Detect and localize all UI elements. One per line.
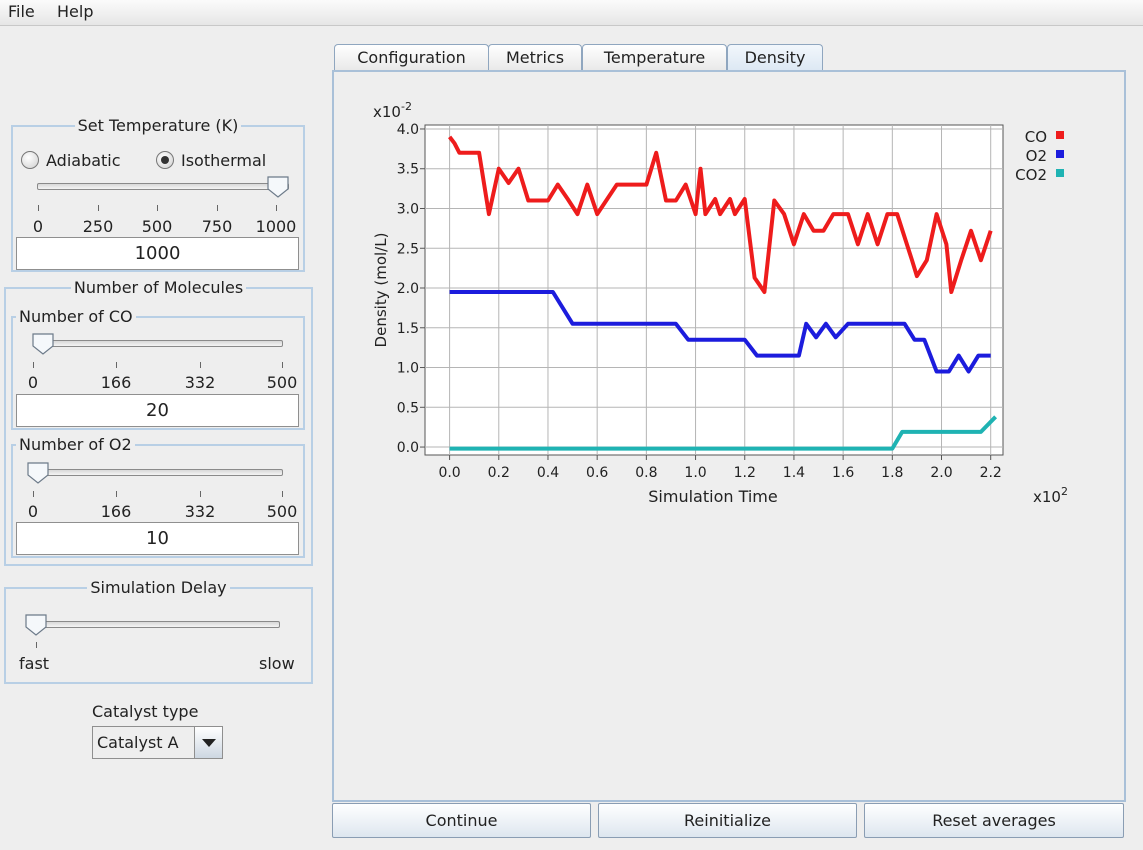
temperature-tick-label: 500: [141, 217, 173, 236]
temperature-panel-title: Set Temperature (K): [77, 116, 239, 135]
co-tick-label: 332: [184, 373, 216, 392]
co-tick: [200, 362, 201, 368]
temperature-tick: [217, 205, 218, 211]
delay-panel: Simulation Delay: [4, 580, 313, 684]
co-slider-thumb[interactable]: [32, 333, 54, 355]
continue-button[interactable]: Continue: [332, 803, 591, 838]
tab-density[interactable]: Density: [727, 44, 823, 72]
isothermal-radio[interactable]: [156, 151, 174, 169]
tab-density-label: Density: [744, 48, 806, 67]
delay-slider-track[interactable]: [28, 621, 280, 628]
temperature-value-field[interactable]: 1000: [16, 237, 299, 270]
reset-averages-button[interactable]: Reset averages: [864, 803, 1124, 838]
o2-tick: [33, 491, 34, 497]
temperature-tick: [157, 205, 158, 211]
co-panel-title: Number of CO: [19, 307, 133, 326]
temperature-tick-label: 1000: [255, 217, 297, 236]
tab-metrics-label: Metrics: [505, 48, 565, 67]
co-tick-label: 500: [266, 373, 298, 392]
tab-metrics[interactable]: Metrics: [488, 44, 582, 71]
reinitialize-button[interactable]: Reinitialize: [598, 803, 857, 838]
co-tick-label: 166: [100, 373, 132, 392]
temperature-slider-track[interactable]: [37, 183, 289, 190]
o2-slider-thumb[interactable]: [27, 462, 49, 484]
tab-configuration[interactable]: Configuration: [334, 44, 489, 71]
chevron-down-icon[interactable]: [194, 727, 222, 758]
catalyst-dropdown[interactable]: Catalyst A: [92, 726, 223, 759]
delay-panel-title: Simulation Delay: [90, 578, 227, 597]
adiabatic-radio[interactable]: [21, 151, 39, 169]
catalyst-selected-value: Catalyst A: [97, 733, 179, 752]
density-tab-panel: [332, 70, 1126, 802]
o2-panel: Number of O2: [11, 437, 305, 558]
o2-value-field[interactable]: 10: [16, 522, 299, 555]
temperature-panel: Set Temperature (K): [11, 118, 305, 272]
menu-file[interactable]: File: [8, 2, 35, 21]
isothermal-label[interactable]: Isothermal: [181, 151, 267, 170]
delay-slow-label: slow: [259, 654, 295, 673]
co-slider-track[interactable]: [33, 340, 283, 347]
o2-tick-label: 166: [100, 502, 132, 521]
temperature-tick-label: 250: [82, 217, 114, 236]
o2-tick-label: 0: [27, 502, 39, 521]
o2-panel-title: Number of O2: [19, 435, 132, 454]
tab-temperature[interactable]: Temperature: [582, 44, 727, 71]
menu-bar: File Help: [0, 0, 1143, 26]
menu-help[interactable]: Help: [57, 2, 94, 21]
temperature-tick: [38, 205, 39, 211]
co-tick: [282, 362, 283, 368]
temperature-tick: [276, 205, 277, 211]
tab-temperature-label: Temperature: [603, 48, 706, 67]
o2-tick: [116, 491, 117, 497]
tab-configuration-label: Configuration: [357, 48, 466, 67]
molecules-panel-title: Number of Molecules: [73, 278, 244, 297]
o2-tick: [200, 491, 201, 497]
delay-fast-label: fast: [19, 654, 50, 673]
catalyst-label: Catalyst type: [92, 702, 199, 721]
co-value-field[interactable]: 20: [16, 394, 299, 427]
co-tick: [116, 362, 117, 368]
o2-slider-track[interactable]: [33, 469, 283, 476]
co-tick: [33, 362, 34, 368]
molecules-panel: Number of Molecules: [4, 280, 313, 566]
co-tick-label: 0: [27, 373, 39, 392]
co-panel: Number of CO: [11, 309, 305, 430]
temperature-tick-label: 0: [32, 217, 44, 236]
adiabatic-label[interactable]: Adiabatic: [46, 151, 121, 170]
temperature-tick-label: 750: [201, 217, 233, 236]
o2-tick-label: 332: [184, 502, 216, 521]
delay-tick: [36, 642, 37, 648]
temperature-tick: [98, 205, 99, 211]
o2-tick-label: 500: [266, 502, 298, 521]
o2-tick: [282, 491, 283, 497]
temperature-slider-thumb[interactable]: [267, 176, 289, 198]
delay-slider-thumb[interactable]: [25, 614, 47, 636]
